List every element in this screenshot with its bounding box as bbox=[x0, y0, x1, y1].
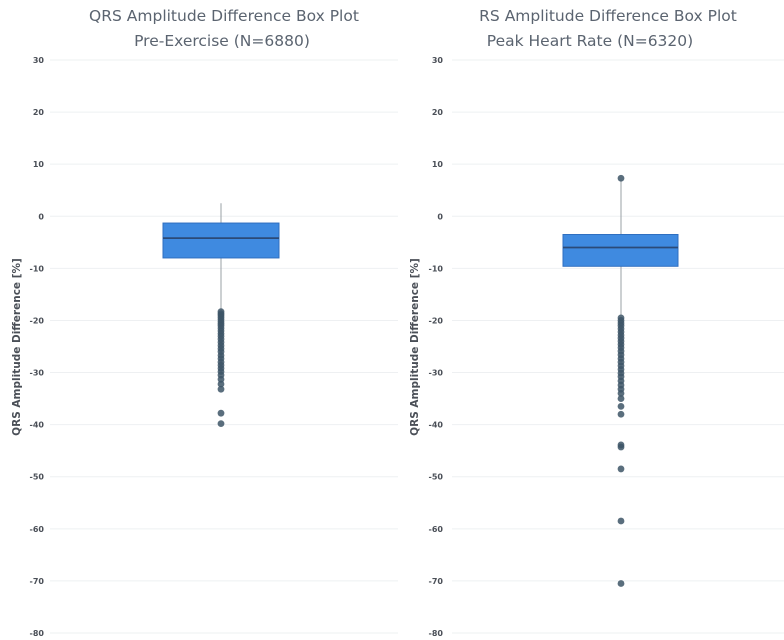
chart-panel-left: QRS Amplitude Difference Box Plot Pre-Ex… bbox=[11, 7, 398, 638]
chart-title-right-line1: RS Amplitude Difference Box Plot bbox=[479, 7, 737, 25]
iqr-box bbox=[562, 234, 679, 267]
y-tick-label: -80 bbox=[429, 629, 444, 638]
y-tick-label: 30 bbox=[432, 56, 444, 65]
boxplot-right bbox=[562, 174, 679, 587]
outlier-point bbox=[217, 409, 225, 417]
y-tick-label: -70 bbox=[429, 577, 444, 586]
y-ticks-left: 30 20 10 0 -10 -20 -30 -40 -50 -60 -70 -80 bbox=[30, 56, 45, 638]
chart-title-left-line1: QRS Amplitude Difference Box Plot bbox=[89, 7, 359, 25]
boxplot-left bbox=[162, 203, 280, 427]
y-tick-label: -60 bbox=[429, 525, 444, 534]
outlier-point bbox=[217, 380, 225, 388]
y-tick-label: -40 bbox=[429, 421, 444, 430]
y-tick-label: 30 bbox=[33, 56, 45, 65]
y-tick-label: -50 bbox=[429, 473, 444, 482]
outlier-point bbox=[617, 465, 625, 473]
y-tick-label: 10 bbox=[432, 160, 444, 169]
outlier-point bbox=[617, 410, 625, 418]
y-axis-label-left: QRS Amplitude Difference [%] bbox=[11, 258, 23, 436]
outlier-point bbox=[617, 580, 625, 587]
outlier-point bbox=[217, 385, 225, 393]
y-tick-label: -60 bbox=[30, 525, 45, 534]
outlier-point bbox=[617, 174, 625, 182]
y-tick-label: 0 bbox=[38, 212, 44, 221]
y-tick-label: -70 bbox=[30, 577, 45, 586]
iqr-box bbox=[162, 222, 280, 259]
outlier-point bbox=[217, 420, 225, 427]
chart-panel-right: RS Amplitude Difference Box Plot Peak He… bbox=[409, 7, 784, 638]
y-tick-label: 10 bbox=[33, 160, 45, 169]
y-tick-label: -80 bbox=[30, 629, 45, 638]
y-axis-label-right: QRS Amplitude Difference [%] bbox=[409, 258, 421, 436]
y-tick-label: -30 bbox=[30, 369, 45, 378]
y-ticks-right: 30 20 10 0 -10 -20 -30 -40 -50 -60 -70 -80 bbox=[429, 56, 444, 638]
y-tick-label: -40 bbox=[30, 421, 45, 430]
y-tick-label: 0 bbox=[437, 212, 443, 221]
y-tick-label: -30 bbox=[429, 369, 444, 378]
y-tick-label: -20 bbox=[30, 316, 45, 325]
outlier-point bbox=[617, 395, 625, 402]
chart-title-left-line2: Pre-Exercise (N=6880) bbox=[134, 32, 310, 50]
outlier-point bbox=[617, 389, 625, 397]
chart-title-right-line2: Peak Heart Rate (N=6320) bbox=[487, 32, 693, 50]
y-tick-label: -10 bbox=[429, 264, 444, 273]
outlier-point bbox=[217, 375, 225, 383]
outlier-point bbox=[617, 517, 625, 525]
y-tick-label: -10 bbox=[30, 264, 45, 273]
y-tick-label: -50 bbox=[30, 473, 45, 482]
y-tick-label: -20 bbox=[429, 316, 444, 325]
outlier-point bbox=[617, 443, 625, 451]
y-tick-label: 20 bbox=[432, 108, 444, 117]
y-tick-label: 20 bbox=[33, 108, 45, 117]
outlier-point bbox=[617, 403, 625, 410]
